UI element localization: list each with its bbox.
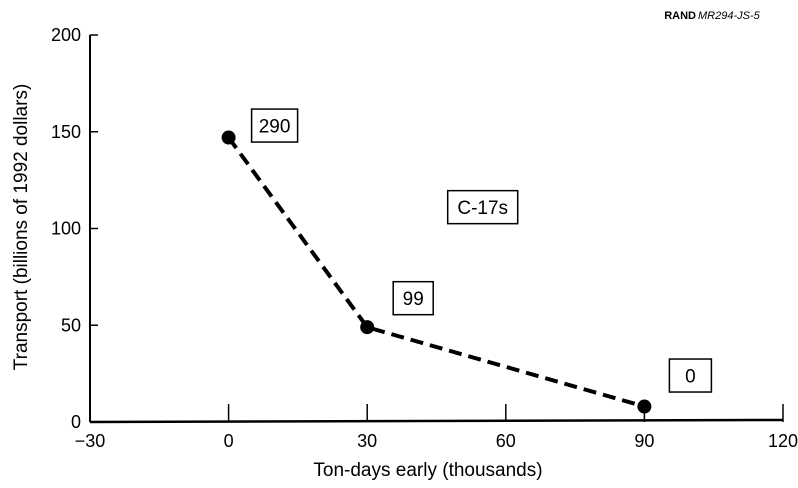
point-label-box <box>668 358 713 393</box>
point-label-box <box>250 108 299 143</box>
x-tick-label: −30 <box>75 431 106 451</box>
y-tick-label: 200 <box>51 25 81 45</box>
y-tick-label: 50 <box>61 315 81 335</box>
corner-label-code: MR294-JS-5 <box>698 10 761 22</box>
x-tick-label: 120 <box>768 431 798 451</box>
annotation-label: C-17s <box>457 198 508 219</box>
y-tick-label: 100 <box>51 219 81 239</box>
point-label: 0 <box>685 367 696 388</box>
x-tick-label: 30 <box>357 431 377 451</box>
x-tick-label: 90 <box>634 431 654 451</box>
series-line <box>226 136 645 409</box>
data-point <box>221 130 236 145</box>
x-axis-line <box>89 418 784 424</box>
y-tick-label: 0 <box>71 412 81 432</box>
y-axis-title: Transport (billions of 1992 dollars) <box>11 84 32 371</box>
x-tick-label: 0 <box>224 431 234 451</box>
corner-label-rand: RAND <box>664 10 696 22</box>
x-axis-title: Ton-days early (thousands) <box>313 460 542 481</box>
point-label: 99 <box>403 289 424 310</box>
annotation-box <box>446 189 519 225</box>
y-tick-label: 150 <box>51 122 81 142</box>
x-tick-label: 60 <box>496 431 516 451</box>
data-point <box>637 399 652 414</box>
point-label-box <box>392 280 434 316</box>
point-label: 290 <box>259 117 291 138</box>
data-point <box>360 320 375 335</box>
